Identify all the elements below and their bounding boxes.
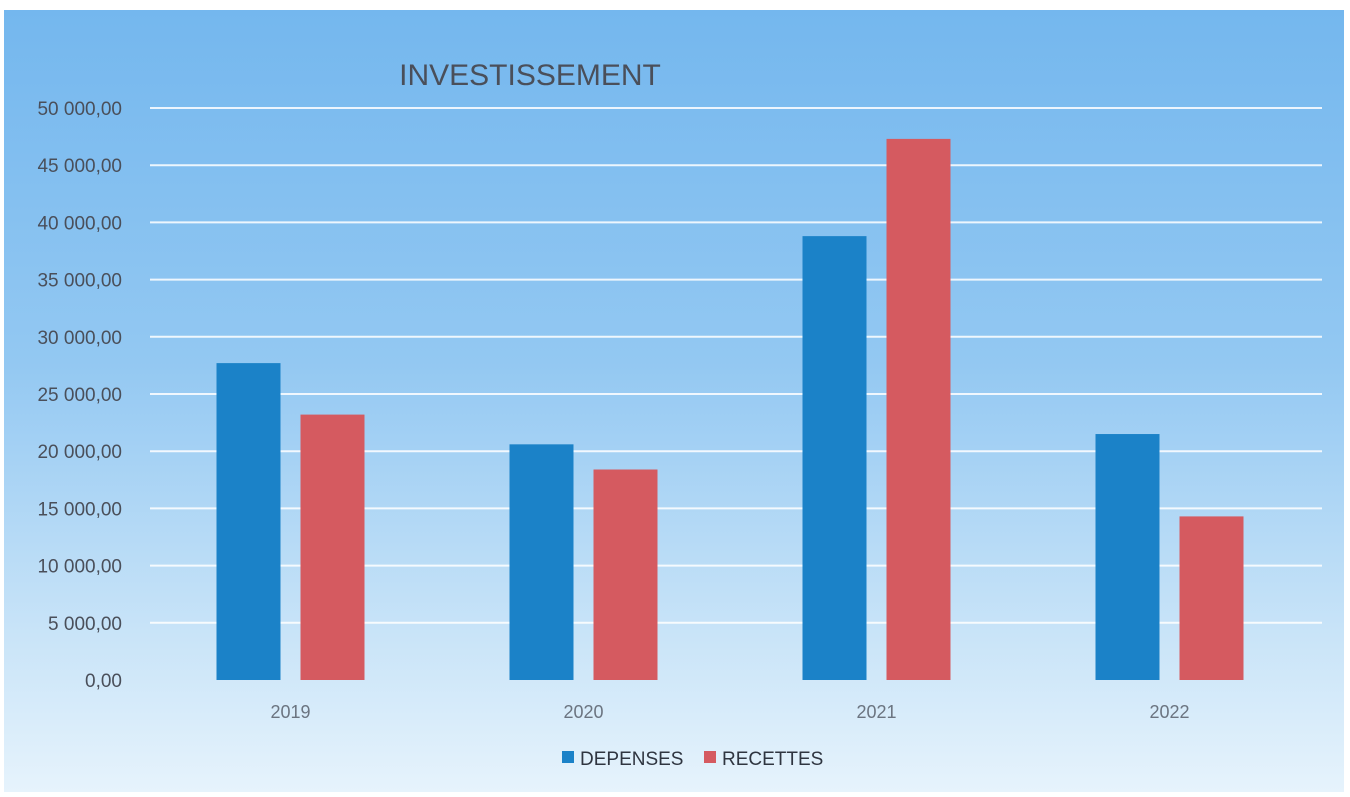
- y-tick-label: 20 000,00: [37, 442, 122, 463]
- legend-swatch-depenses: [562, 751, 574, 763]
- x-axis: 2019 2020 2021 2022: [270, 702, 1189, 722]
- bar-depenses-2022: [1095, 434, 1160, 680]
- y-tick-label: 0,00: [85, 671, 122, 692]
- bar-recettes-2022: [1179, 516, 1244, 680]
- y-tick-label: 45 000,00: [37, 156, 122, 177]
- y-tick-label: 5 000,00: [48, 614, 122, 635]
- bar-depenses-2020: [509, 444, 574, 680]
- y-tick-label: 30 000,00: [37, 328, 122, 349]
- bar-depenses-2019: [216, 363, 281, 680]
- bars: [216, 138, 1244, 681]
- x-tick-label: 2021: [856, 702, 896, 722]
- bar-chart: INVESTISSEMENT 0,00 5 000,00 10 000,00 15 0…: [37, 59, 1322, 770]
- chart-title: INVESTISSEMENT: [399, 59, 661, 92]
- x-tick-label: 2019: [270, 702, 310, 722]
- y-tick-label: 40 000,00: [37, 213, 122, 234]
- y-tick-label: 10 000,00: [37, 557, 122, 578]
- x-tick-label: 2020: [563, 702, 603, 722]
- legend-label-recettes: RECETTES: [722, 749, 823, 770]
- bar-recettes-2019: [300, 414, 365, 680]
- bar-depenses-2021: [802, 236, 867, 681]
- legend-label-depenses: DEPENSES: [580, 749, 683, 770]
- legend-swatch-recettes: [704, 751, 716, 763]
- y-tick-label: 15 000,00: [37, 499, 122, 520]
- y-axis: 0,00 5 000,00 10 000,00 15 000,00 20 000,00 2…: [37, 99, 122, 692]
- y-tick-label: 25 000,00: [37, 385, 122, 406]
- chart-container: INVESTISSEMENT 0,00 5 000,00 10 000,00 15 0…: [4, 10, 1344, 792]
- y-tick-label: 35 000,00: [37, 271, 122, 292]
- x-tick-label: 2022: [1149, 702, 1189, 722]
- legend: DEPENSES RECETTES: [562, 749, 823, 770]
- bar-recettes-2020: [593, 469, 658, 680]
- bar-recettes-2021: [886, 138, 951, 680]
- y-tick-label: 50 000,00: [37, 99, 122, 120]
